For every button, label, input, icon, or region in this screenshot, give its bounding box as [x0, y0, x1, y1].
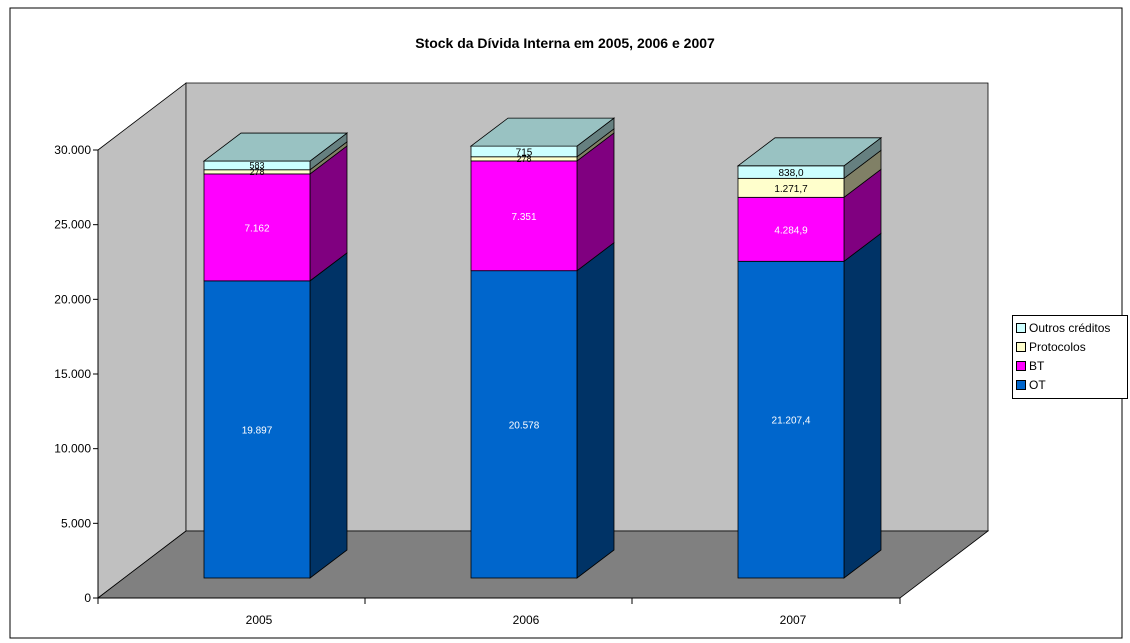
- bar-bt-2005: [203, 173, 311, 282]
- left-wall: [97, 82, 187, 599]
- bar-ot-2006: [470, 270, 578, 579]
- chart-title: Stock da Dívida Interna em 2005, 2006 e …: [415, 35, 715, 51]
- data-label-ot-2007: 21.207,4: [772, 416, 811, 427]
- data-label-bt-2007: 4.284,9: [774, 225, 808, 236]
- legend-item-outros-creditos: Outros créditos: [1016, 318, 1127, 337]
- data-label-protocolos-2005: 278: [249, 167, 264, 177]
- x-axis-ticks: 2005 2006 2007: [97, 598, 901, 627]
- y-tick-label: 5.000: [61, 516, 91, 530]
- x-tick-label-2006: 2006: [513, 613, 540, 627]
- legend-label-bt: BT: [1029, 358, 1045, 373]
- legend-label-outros-creditos: Outros créditos: [1029, 320, 1111, 335]
- y-tick-label: 20.000: [54, 292, 91, 306]
- data-label-outros-créditos-2007: 838,0: [778, 168, 803, 179]
- x-tick-label-2005: 2005: [246, 613, 273, 627]
- bar-ot-2007: [737, 260, 845, 579]
- data-label-bt-2005: 7.162: [244, 223, 269, 234]
- bar-side-ot-2005: [309, 252, 348, 579]
- bar-top-2005: [202, 132, 349, 162]
- legend-item-bt: BT: [1016, 356, 1127, 375]
- bar-side-ot-2006: [576, 241, 615, 579]
- legend-swatch-protocolos: [1016, 341, 1026, 352]
- legend-item-ot: OT: [1016, 375, 1127, 394]
- bar-bt-2007: [737, 196, 845, 262]
- bar-ot-2005: [203, 280, 311, 579]
- data-label-ot-2006: 20.578: [509, 420, 540, 431]
- bar-top-2007: [736, 137, 883, 167]
- data-label-protocolos-2007: 1.271,7: [774, 184, 808, 195]
- legend: Outros créditos Protocolos BT OT: [1012, 315, 1128, 399]
- data-label-protocolos-2006: 278: [516, 154, 531, 164]
- bar-top-2006: [469, 117, 616, 147]
- bar-bt-2006: [470, 160, 578, 272]
- data-label-bt-2006: 7.351: [511, 212, 536, 223]
- stacked-bars: [202, 117, 883, 579]
- bar-side-ot-2007: [843, 232, 882, 579]
- y-tick-label: 25.000: [54, 218, 91, 232]
- data-label-outros-créditos-2005: 583: [249, 160, 264, 170]
- data-labels: 19.8977.16227858320.5787.35127871521.207…: [242, 147, 811, 436]
- legend-swatch-ot: [1016, 379, 1026, 390]
- legend-label-ot: OT: [1029, 377, 1046, 392]
- y-tick-label: 0: [84, 591, 91, 605]
- y-axis-ticks: 0 5.000 10.000 15.000 20.000 25.000 30.000: [54, 143, 98, 605]
- legend-swatch-outros-creditos: [1016, 322, 1026, 333]
- legend-item-protocolos: Protocolos: [1016, 337, 1127, 356]
- x-tick-label-2007: 2007: [780, 613, 807, 627]
- y-tick-label: 15.000: [54, 367, 91, 381]
- data-label-outros-créditos-2006: 715: [516, 147, 533, 158]
- legend-swatch-bt: [1016, 360, 1026, 371]
- y-tick-label: 10.000: [54, 442, 91, 456]
- y-tick-label: 30.000: [54, 143, 91, 157]
- data-label-ot-2005: 19.897: [242, 425, 273, 436]
- legend-label-protocolos: Protocolos: [1029, 339, 1086, 354]
